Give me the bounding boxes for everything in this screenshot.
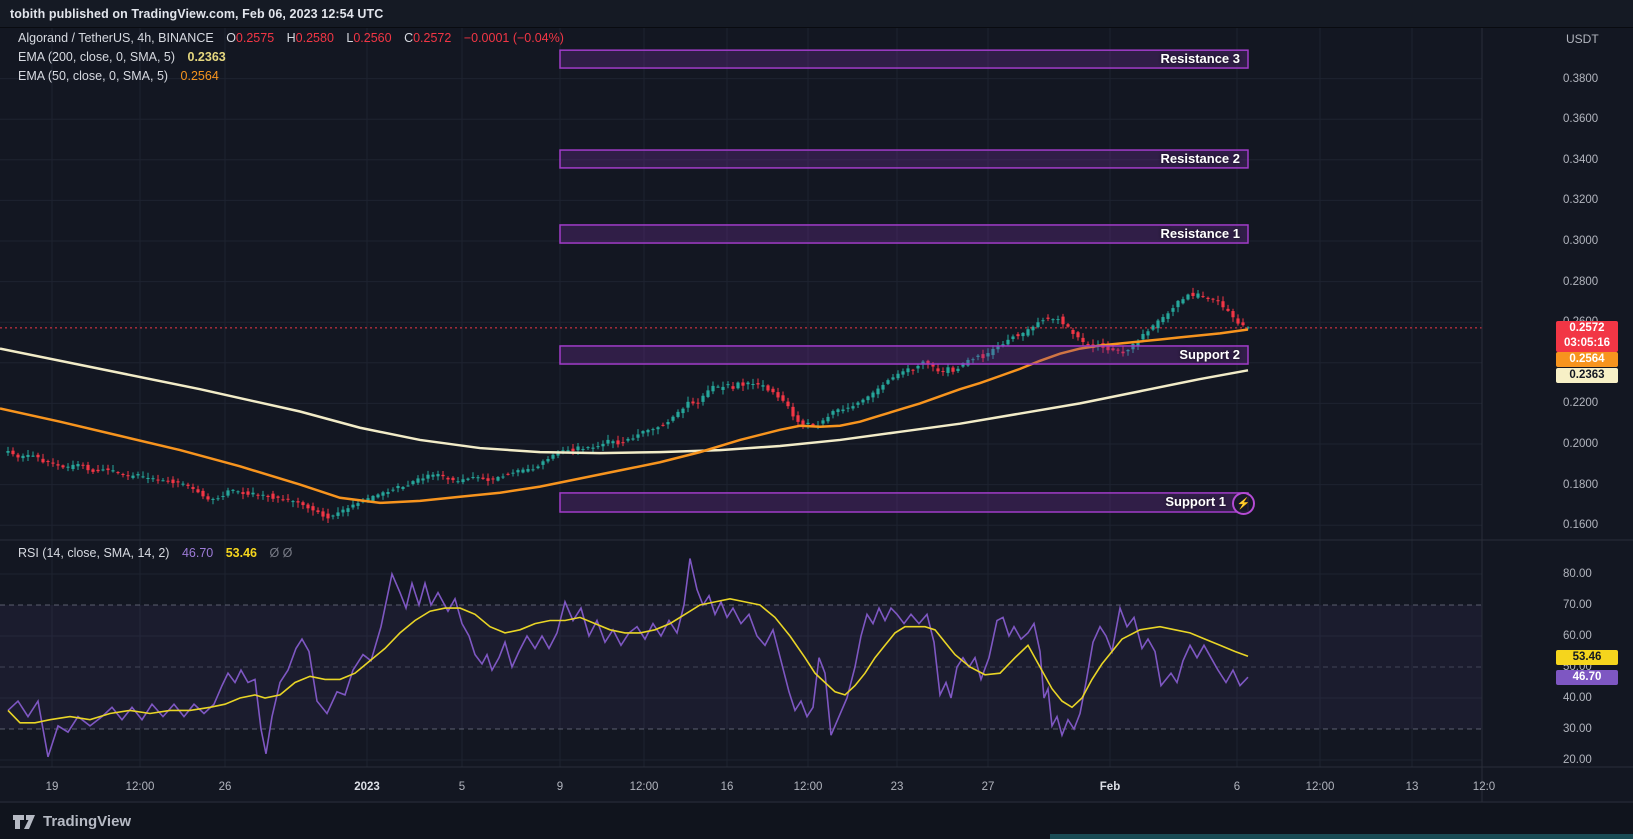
level-box-label[interactable]: Resistance 2 xyxy=(1160,150,1241,166)
time-label: 2023 xyxy=(354,781,380,793)
ema200-price-label: 0.2363 xyxy=(1556,368,1618,383)
last-price-label: 0.2572 03:05:16 xyxy=(1556,321,1618,352)
rsi-sma-value: 53.46 xyxy=(225,546,257,560)
time-label: 9 xyxy=(556,781,564,793)
symbol-legend[interactable]: Algorand / TetherUS, 4h, BINANCE O0.2575… xyxy=(18,31,564,45)
time-label: 16 xyxy=(720,781,734,793)
price-tick: 0.2800 xyxy=(1563,275,1599,288)
change-value: −0.0001 (−0.04%) xyxy=(463,31,564,45)
time-label: 12:00 xyxy=(1305,781,1335,793)
level-box-label[interactable]: Support 2 xyxy=(1179,346,1240,362)
axis-currency-label: USDT xyxy=(1566,32,1599,46)
ema200-value: 0.2363 xyxy=(187,50,226,64)
rsi-tick: 40.00 xyxy=(1563,692,1592,704)
time-label: Feb xyxy=(1099,781,1121,793)
tradingview-logo-icon[interactable] xyxy=(12,812,36,830)
time-label: 13 xyxy=(1405,781,1419,793)
rsi-line-value: 46.70 xyxy=(181,546,214,560)
price-tick: 0.3400 xyxy=(1563,153,1599,166)
price-tick: 0.1600 xyxy=(1563,519,1599,532)
time-label: 12:00 xyxy=(125,781,155,793)
ema50-price-label: 0.2564 xyxy=(1556,352,1618,367)
close-label: C xyxy=(404,31,414,45)
low-value: 0.2560 xyxy=(353,31,392,45)
published-bar: tobith published on TradingView.com, Feb… xyxy=(0,0,1633,28)
rsi-tick: 30.00 xyxy=(1563,723,1592,735)
tradingview-logo-text[interactable]: TradingView xyxy=(43,812,132,830)
rsi-tick: 20.00 xyxy=(1563,754,1592,766)
ema200-legend[interactable]: EMA (200, close, 0, SMA, 5) 0.2363 xyxy=(18,50,226,64)
ema50-label: EMA (50, close, 0, SMA, 5) xyxy=(18,69,169,83)
time-axis[interactable] xyxy=(0,767,1482,803)
ema50-value: 0.2564 xyxy=(180,69,219,83)
bottom-accent-strip xyxy=(1050,834,1633,839)
ema200-label: EMA (200, close, 0, SMA, 5) xyxy=(18,50,176,64)
price-tick: 0.1800 xyxy=(1563,478,1599,491)
time-label: 26 xyxy=(218,781,232,793)
bottom-bar: TradingView xyxy=(0,803,1633,839)
time-label: 6 xyxy=(1233,781,1241,793)
close-value: 0.2572 xyxy=(413,31,452,45)
countdown-timer: 03:05:16 xyxy=(1563,337,1611,349)
price-tick: 0.3600 xyxy=(1563,113,1599,126)
level-box-label[interactable]: Support 1 xyxy=(1165,494,1226,510)
last-price-value: 0.2572 xyxy=(1569,322,1605,334)
published-text: tobith published on TradingView.com, Feb… xyxy=(10,6,384,21)
rsi-sma-axis-label: 53.46 xyxy=(1556,650,1618,665)
time-label: 27 xyxy=(981,781,995,793)
rsi-tick: 80.00 xyxy=(1563,568,1592,580)
time-label: 12:00 xyxy=(793,781,823,793)
time-label: 23 xyxy=(890,781,904,793)
high-value: 0.2580 xyxy=(295,31,334,45)
level-box-label[interactable]: Resistance 3 xyxy=(1160,51,1241,67)
drawing-anchor-icon[interactable]: ⚡ xyxy=(1232,492,1255,515)
price-tick: 0.3200 xyxy=(1563,194,1599,207)
low-label: L xyxy=(346,31,354,45)
time-label: 12:0 xyxy=(1472,781,1496,793)
ema50-legend[interactable]: EMA (50, close, 0, SMA, 5) 0.2564 xyxy=(18,69,219,83)
time-label: 5 xyxy=(458,781,466,793)
time-label: 19 xyxy=(45,781,59,793)
chart-plot-area[interactable] xyxy=(0,28,1482,767)
rsi-label: RSI (14, close, SMA, 14, 2) xyxy=(18,546,170,560)
lightning-icon: ⚡ xyxy=(1236,498,1251,510)
open-label: O xyxy=(226,31,236,45)
price-tick: 0.3000 xyxy=(1563,235,1599,247)
rsi-legend[interactable]: RSI (14, close, SMA, 14, 2) 46.70 53.46 … xyxy=(18,546,292,560)
rsi-tick: 70.00 xyxy=(1563,599,1592,611)
rsi-line-axis-label: 46.70 xyxy=(1556,670,1618,685)
symbol-title: Algorand / TetherUS, 4h, BINANCE xyxy=(18,31,214,45)
rsi-tick: 60.00 xyxy=(1563,630,1592,642)
open-value: 0.2575 xyxy=(235,31,275,45)
level-box-label[interactable]: Resistance 1 xyxy=(1160,225,1241,241)
high-label: H xyxy=(286,31,296,45)
price-tick: 0.2200 xyxy=(1563,397,1599,410)
price-tick: 0.3800 xyxy=(1563,72,1599,85)
rsi-extra-values: Ø Ø xyxy=(269,546,293,560)
time-label: 12:00 xyxy=(629,781,659,793)
price-tick: 0.2000 xyxy=(1563,438,1599,450)
